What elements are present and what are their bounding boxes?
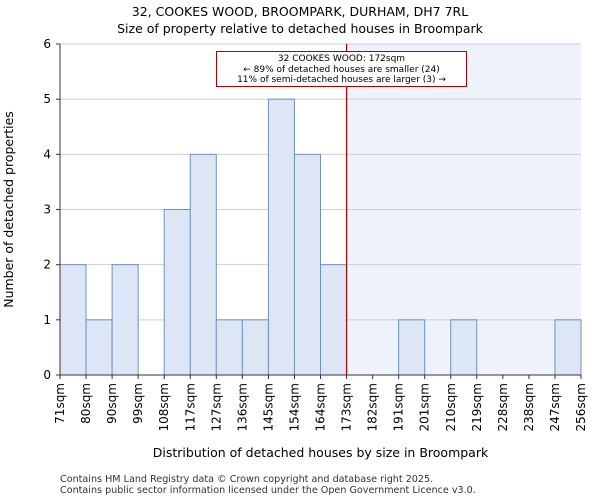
bar-108sqm [163,209,191,376]
bar-191sqm [398,319,426,376]
bar-80sqm [85,319,113,376]
footer-credit-1: Contains HM Land Registry data © Crown c… [60,474,434,485]
annotation-line-1: 32 COOKES WOOD: 172sqm [277,54,406,64]
bar-136sqm [241,319,269,376]
x-tick-label-99sqm: 99sqm [131,383,145,424]
x-tick-label-108sqm: 108sqm [157,383,171,431]
x-tick-label-191sqm: 191sqm [392,383,406,431]
footer-credit-2: Contains public sector information licen… [60,485,476,496]
bar-247sqm [554,319,582,376]
y-tick-label-5: 5 [43,92,51,106]
x-tick-label-182sqm: 182sqm [366,383,380,431]
x-tick-label-164sqm: 164sqm [314,383,328,431]
property-annotation: 32 COOKES WOOD: 172sqm ← 89% of detached… [216,51,467,87]
x-tick-label-201sqm: 201sqm [418,383,432,431]
x-tick-label-127sqm: 127sqm [209,383,223,431]
y-tick-label-3: 3 [43,203,51,217]
y-tick-label-6: 6 [43,37,51,51]
y-axis-title: Number of detached properties [1,111,16,308]
y-tick-label-1: 1 [43,313,51,327]
x-tick-label-136sqm: 136sqm [235,383,249,431]
x-tick-label-71sqm: 71sqm [53,383,67,424]
bar-145sqm [267,98,295,376]
bar-127sqm [215,319,243,376]
bar-90sqm [111,264,139,376]
x-tick-label-228sqm: 228sqm [496,383,510,431]
x-tick-label-80sqm: 80sqm [79,383,93,424]
chart-title: 32, COOKES WOOD, BROOMPARK, DURHAM, DH7 … [131,4,469,19]
y-tick-label-2: 2 [43,258,51,272]
x-tick-label-238sqm: 238sqm [522,383,536,431]
y-tick-label-4: 4 [43,147,51,161]
bar-210sqm [450,319,478,376]
bar-71sqm [59,264,87,376]
x-tick-label-117sqm: 117sqm [183,383,197,431]
x-tick-label-154sqm: 154sqm [287,383,301,431]
x-tick-label-173sqm: 173sqm [340,383,354,431]
chart-subtitle: Size of property relative to detached ho… [117,21,483,36]
x-tick-label-219sqm: 219sqm [470,383,484,431]
x-tick-label-247sqm: 247sqm [548,383,562,431]
x-tick-label-256sqm: 256sqm [574,383,588,431]
x-tick-label-90sqm: 90sqm [105,383,119,424]
y-tick-label-0: 0 [43,368,51,382]
x-tick-label-145sqm: 145sqm [261,383,275,431]
annotation-line-3: 11% of semi-detached houses are larger (… [237,75,446,85]
bar-117sqm [189,153,217,376]
annotation-line-2: ← 89% of detached houses are smaller (24… [243,64,440,75]
x-tick-label-210sqm: 210sqm [444,383,458,431]
bar-164sqm [320,264,348,376]
bar-154sqm [293,153,322,376]
x-axis-title: Distribution of detached houses by size … [153,445,489,460]
